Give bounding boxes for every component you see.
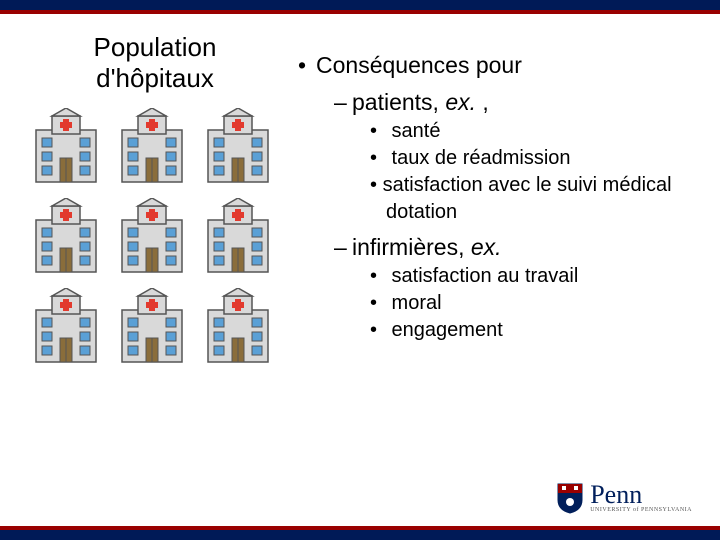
left-title: Population d'hôpitaux xyxy=(20,32,290,94)
hospital-grid xyxy=(20,108,290,368)
hospital-icon xyxy=(30,108,108,188)
list-item: • moral xyxy=(370,290,700,317)
hospital-icon xyxy=(116,198,194,278)
penn-logo: Penn UNIVERSITY of PENNSYLVANIA xyxy=(556,482,692,514)
left-title-line2: d'hôpitaux xyxy=(96,63,214,93)
logo-main: Penn xyxy=(590,483,692,506)
logo-text: Penn UNIVERSITY of PENNSYLVANIA xyxy=(590,483,692,512)
bottom-bar xyxy=(0,526,720,540)
hospital-icon xyxy=(202,288,280,368)
list-item: • satisfaction au travail xyxy=(370,263,700,290)
hospital-icon xyxy=(116,108,194,188)
list-item: • engagement xyxy=(370,317,700,344)
list-item: • taux de réadmission xyxy=(370,145,700,172)
consequences-heading: •Conséquences pour xyxy=(298,50,700,81)
shield-icon xyxy=(556,482,584,514)
hospital-icon xyxy=(202,108,280,188)
top-bar xyxy=(0,0,720,14)
h1-text: Conséquences pour xyxy=(316,52,522,78)
list-item: • santé xyxy=(370,118,700,145)
logo-sub: UNIVERSITY of PENNSYLVANIA xyxy=(590,507,692,513)
hospital-icon xyxy=(30,288,108,368)
group-heading: –infirmières, ex. xyxy=(334,232,700,263)
list-item: • satisfaction avec le suivi médical dot… xyxy=(298,172,700,226)
hospital-icon xyxy=(116,288,194,368)
content-area: Population d'hôpitaux xyxy=(0,14,720,368)
left-title-line1: Population xyxy=(94,32,217,62)
groups-container: –patients, ex. ,• santé• taux de réadmis… xyxy=(298,87,700,344)
left-column: Population d'hôpitaux xyxy=(20,32,290,368)
hospital-icon xyxy=(30,198,108,278)
right-column: •Conséquences pour –patients, ex. ,• san… xyxy=(290,32,700,368)
group-heading: –patients, ex. , xyxy=(334,87,700,118)
hospital-icon xyxy=(202,198,280,278)
